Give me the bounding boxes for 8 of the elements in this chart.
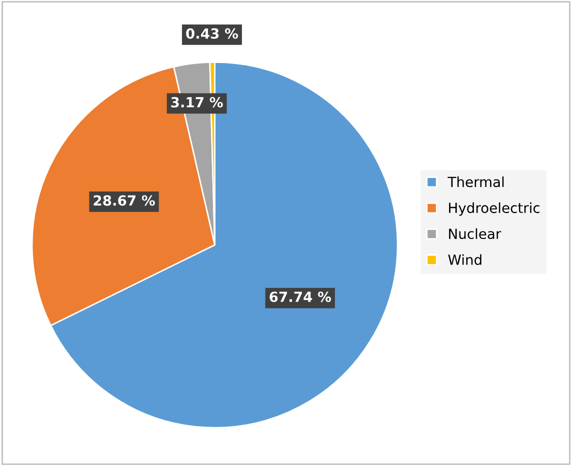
legend-label: Nuclear [449, 228, 502, 240]
legend-label: Wind [448, 254, 482, 265]
data-label: 0.43 % [186, 28, 238, 39]
legend-label: Thermal [448, 176, 504, 188]
data-label: 28.67 % [94, 195, 155, 206]
data-label: 67.74 % [270, 292, 332, 302]
data-label: 3.17 % [171, 97, 223, 108]
legend-label: Hydroelectric [449, 202, 540, 216]
